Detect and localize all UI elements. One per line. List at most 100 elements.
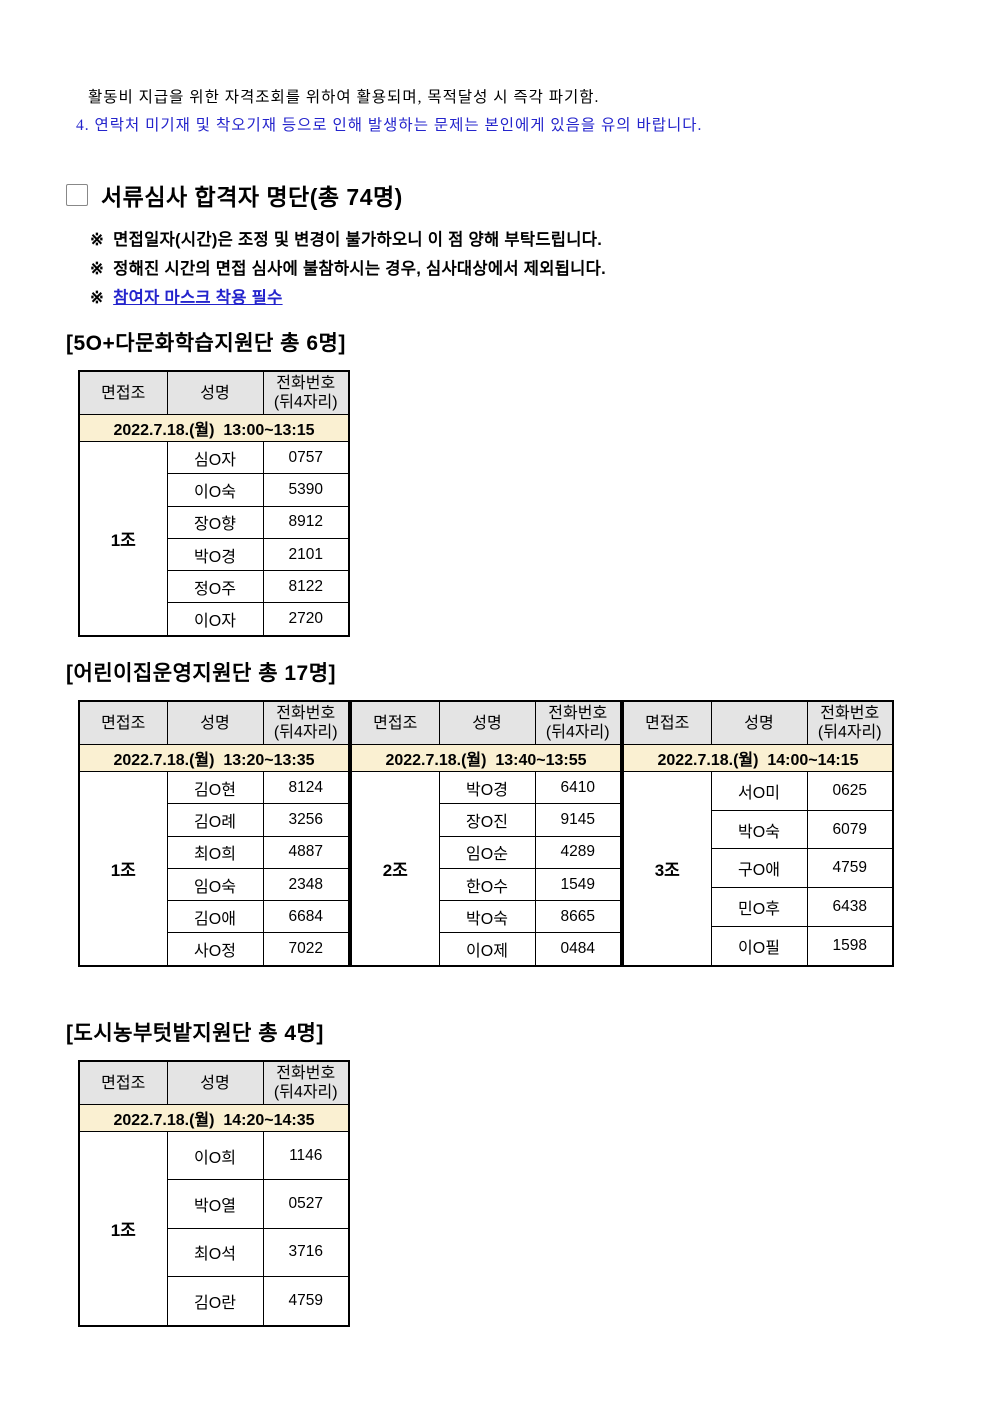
tables-row: 면접조 성명 전화번호 (뒤4자리) 2022.7.18.(월) 13:00~13:1… [78, 370, 350, 637]
phone-last4: 4289 [534, 835, 622, 869]
notice-item-3: ※ 참여자 마스크 착용 필수 [90, 284, 606, 313]
applicant-name: 장O진 [438, 803, 536, 837]
applicant-name: 박O숙 [438, 900, 536, 934]
phone-last4: 1549 [534, 867, 622, 902]
notice-text: 참여자 마스크 착용 필수 [113, 289, 283, 307]
table-row: 민O후 6438 [623, 887, 894, 927]
applicant-name: 이O숙 [166, 473, 264, 507]
applicant-name: 김O현 [166, 770, 264, 805]
phone-last4: 6410 [534, 770, 622, 805]
phone-last4: 7022 [262, 932, 350, 967]
interview-date: 2022.7.18.(월) 14:00~14:15 [622, 744, 894, 772]
table-row: 임O숙 2348 [79, 867, 350, 902]
document-title-row: 서류심사 합격자 명단(총 74명) [66, 178, 403, 212]
table-row: 1조 이O희 1146 [78, 1130, 350, 1327]
phone-last4: 4759 [806, 848, 894, 889]
intro-line-2: 4. 연락처 미기재 및 착오기재 등으로 인해 발생하는 문제는 본인에게 있… [76, 117, 703, 134]
column-header-3: 전화번호 (뒤4자리) [262, 370, 350, 415]
phone-last4: 6079 [806, 809, 894, 850]
phone-last4: 1146 [262, 1130, 350, 1181]
applicant-name: 사O정 [166, 932, 264, 967]
phone-last4: 8122 [262, 570, 350, 604]
table-row: 최O석 3716 [79, 1227, 350, 1278]
table-row: 이O제 0484 [351, 932, 622, 967]
table-row: 박O숙 8665 [351, 900, 622, 934]
intro-line-1: 활동비 지급을 위한 자격조회를 위하여 활용되며, 목적달성 시 즉각 파기함… [88, 89, 600, 106]
checkbox-icon [66, 184, 88, 206]
applicant-name: 박O숙 [710, 809, 808, 850]
column-header-1: 면접조 [622, 700, 712, 745]
column-header-1: 면접조 [78, 700, 168, 745]
applicant-name: 임O순 [438, 835, 536, 869]
interview-group-label: 1조 [78, 1131, 168, 1327]
column-header-1: 면접조 [78, 1060, 168, 1105]
table-row: 3조 서O미 0625 [622, 771, 894, 967]
column-header-1: 면접조 [350, 700, 440, 745]
applicant-name: 정O주 [166, 570, 264, 604]
table-row: 최O희 4887 [79, 835, 350, 869]
interview-table: 면접조 성명 전화번호 (뒤4자리) 2022.7.18.(월) 13:00~13:1… [78, 370, 350, 637]
phone-last4: 1598 [806, 925, 894, 967]
applicant-name: 박O경 [166, 537, 264, 572]
applicant-name: 최O희 [166, 835, 264, 869]
applicant-name: 심O자 [166, 440, 264, 475]
interview-table: 면접조 성명 전화번호 (뒤4자리) 2022.7.18.(월) 14:00~14:1… [622, 700, 894, 967]
column-header-3: 전화번호 (뒤4자리) [806, 700, 894, 745]
interview-table: 면접조 성명 전화번호 (뒤4자리) 2022.7.18.(월) 13:20~13:3… [78, 700, 350, 967]
table-row: 박O경 2101 [79, 537, 350, 572]
applicant-name: 한O수 [438, 867, 536, 902]
notice-text: 면접일자(시간)은 조정 및 변경이 불가하오니 이 점 양해 부탁드립니다. [113, 231, 603, 249]
applicant-name: 박O경 [438, 770, 536, 805]
date-row: 2022.7.18.(월) 13:20~13:35 [78, 744, 350, 772]
section-1: [5O+다문화학습지원단 총 6명] 면접조 성명 전화번호 (뒤4자리) 2022.7… [66, 327, 350, 637]
applicant-name: 김O례 [166, 803, 264, 837]
applicant-name: 서O미 [710, 771, 808, 811]
table-row: 구O애 4759 [623, 848, 894, 889]
phone-last4: 3256 [262, 803, 350, 837]
phone-last4: 8912 [262, 505, 350, 539]
table-row: 이O자 2720 [79, 602, 350, 637]
applicant-name: 장O향 [166, 505, 264, 539]
interview-date: 2022.7.18.(월) 13:40~13:55 [350, 744, 622, 772]
column-header-2: 성명 [166, 370, 264, 415]
applicant-name: 최O석 [166, 1227, 264, 1278]
date-row: 2022.7.18.(월) 14:20~14:35 [78, 1104, 350, 1132]
phone-last4: 8124 [262, 770, 350, 805]
date-row: 2022.7.18.(월) 13:00~13:15 [78, 414, 350, 442]
table-row: 박O열 0527 [79, 1179, 350, 1229]
applicant-name: 민O후 [710, 887, 808, 927]
applicant-name: 구O애 [710, 848, 808, 889]
column-header-2: 성명 [166, 700, 264, 745]
reference-mark-icon: ※ [90, 231, 105, 249]
table-row: 1조 김O현 8124 [78, 770, 350, 967]
phone-last4: 6684 [262, 900, 350, 934]
table-row: 김O란 4759 [79, 1276, 350, 1327]
column-header-2: 성명 [710, 700, 808, 745]
date-row: 2022.7.18.(월) 13:40~13:55 [350, 744, 622, 772]
table-row: 김O애 6684 [79, 900, 350, 934]
phone-last4: 6438 [806, 887, 894, 927]
section-title: [어린이집운영지원단 총 17명] [66, 662, 337, 685]
table-row: 정O주 8122 [79, 570, 350, 604]
table-row: 사O정 7022 [79, 932, 350, 967]
phone-last4: 4887 [262, 835, 350, 869]
phone-last4: 0625 [806, 771, 894, 811]
interview-date: 2022.7.18.(월) 14:20~14:35 [78, 1104, 350, 1132]
table-row: 1조 심O자 0757 [78, 440, 350, 637]
tables-row: 면접조 성명 전화번호 (뒤4자리) 2022.7.18.(월) 13:20~13:3… [78, 700, 894, 967]
phone-last4: 2348 [262, 867, 350, 902]
phone-last4: 3716 [262, 1227, 350, 1278]
section-title: [도시농부텃밭지원단 총 4명] [66, 1022, 324, 1045]
applicant-name: 임O숙 [166, 867, 264, 902]
phone-last4: 9145 [534, 803, 622, 837]
interview-group-label: 1조 [78, 441, 168, 637]
interview-table: 면접조 성명 전화번호 (뒤4자리) 2022.7.18.(월) 14:20~14:3… [78, 1060, 350, 1327]
table-row: 2조 박O경 6410 [350, 770, 622, 967]
column-header-3: 전화번호 (뒤4자리) [262, 700, 350, 745]
table-row: 임O순 4289 [351, 835, 622, 869]
section-3: [도시농부텃밭지원단 총 4명] 면접조 성명 전화번호 (뒤4자리) 2022.7.1… [66, 1017, 350, 1327]
applicant-name: 김O란 [166, 1276, 264, 1327]
interview-group-label: 3조 [622, 771, 712, 967]
phone-last4: 2101 [262, 537, 350, 572]
applicant-name: 박O열 [166, 1179, 264, 1229]
